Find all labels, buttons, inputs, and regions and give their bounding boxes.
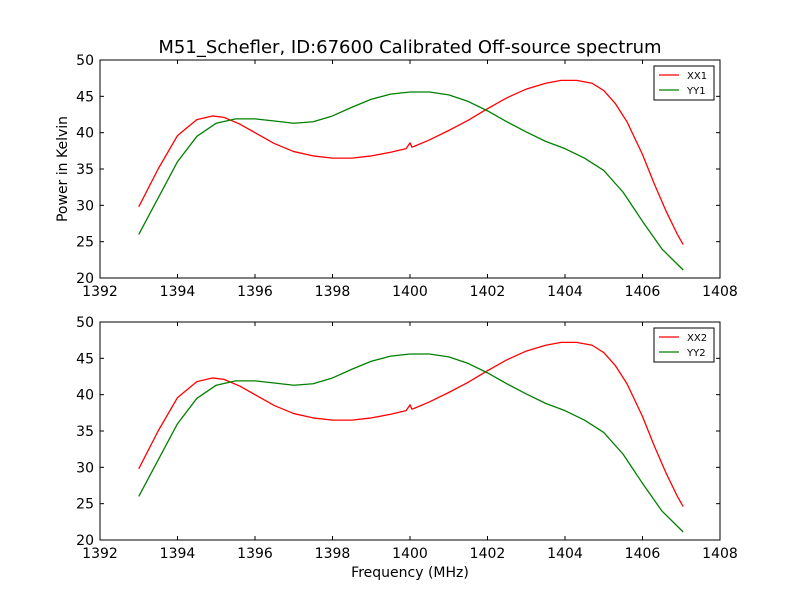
legend-box bbox=[653, 65, 715, 101]
y-tick-label: 45 bbox=[76, 351, 94, 367]
x-tick-label: 1404 bbox=[547, 284, 583, 300]
subplot-1: 1392 1394 1396 1398 1400 1402 1404 1406 1408 20 25… bbox=[76, 53, 738, 300]
y-tick-label: 30 bbox=[76, 198, 94, 214]
x-tick-label: 1404 bbox=[547, 546, 583, 562]
x-tick-label: 1392 bbox=[82, 284, 118, 300]
x-tick-label: 1408 bbox=[702, 546, 738, 562]
x-tick-label: 1396 bbox=[237, 284, 273, 300]
y-tick-label: 40 bbox=[76, 388, 94, 404]
y-tick-label: 35 bbox=[76, 162, 94, 178]
x-tick-label: 1396 bbox=[237, 546, 273, 562]
x-tick-label: 1398 bbox=[315, 284, 351, 300]
x-tick-label: 1392 bbox=[82, 546, 118, 562]
plots: 1392 1394 1396 1398 1400 1402 1404 1406 1408 20 25… bbox=[76, 53, 738, 562]
y-tick-label: 40 bbox=[76, 126, 94, 142]
x-tick-label: 1394 bbox=[160, 284, 196, 300]
x-tick-label: 1400 bbox=[392, 284, 428, 300]
y-tick-label: 30 bbox=[76, 460, 94, 476]
x-tick-label: 1406 bbox=[625, 284, 661, 300]
y-tick-label: 45 bbox=[76, 89, 94, 105]
y-axis-label: Power in Kelvin bbox=[55, 116, 71, 222]
subplot-2: 1392 1394 1396 1398 1400 1402 1404 1406 1408 20 25… bbox=[76, 315, 738, 562]
x-tick-label: 1394 bbox=[160, 546, 196, 562]
legend-label: YY1 bbox=[686, 86, 706, 97]
legend-label: YY2 bbox=[686, 348, 706, 359]
y-tick-label: 20 bbox=[76, 533, 94, 549]
y-tick-label: 25 bbox=[76, 497, 94, 513]
legend-label: XX1 bbox=[687, 71, 707, 82]
y-tick-label: 50 bbox=[76, 53, 94, 69]
x-axis-label: Frequency (MHz) bbox=[351, 565, 469, 581]
y-tick-label: 50 bbox=[76, 315, 94, 331]
y-tick-label: 35 bbox=[76, 424, 94, 440]
x-tick-label: 1408 bbox=[702, 284, 738, 300]
legend-label: XX2 bbox=[687, 333, 707, 344]
x-tick-label: 1406 bbox=[625, 546, 661, 562]
series-line-xx1 bbox=[138, 79, 684, 245]
x-tick-label: 1400 bbox=[392, 546, 428, 562]
series-line-yy1 bbox=[138, 91, 684, 271]
x-tick-label: 1398 bbox=[315, 546, 351, 562]
chart-title: M51_Schefler, ID:67600 Calibrated Off-so… bbox=[158, 37, 661, 58]
legend-box bbox=[653, 327, 715, 363]
y-tick-label: 25 bbox=[76, 235, 94, 251]
series-line-xx2 bbox=[138, 341, 684, 507]
series-line-yy2 bbox=[138, 353, 684, 533]
y-tick-label: 20 bbox=[76, 271, 94, 287]
x-tick-label: 1402 bbox=[470, 546, 506, 562]
x-tick-label: 1402 bbox=[470, 284, 506, 300]
